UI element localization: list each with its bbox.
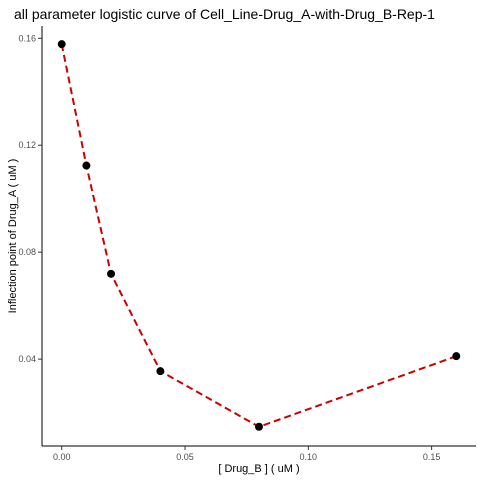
series-line [60,44,457,428]
data-point [82,161,91,170]
data-point [255,422,263,431]
x-tick-label: 0.15 [423,452,441,462]
series-group [57,40,461,431]
x-axis-title: [ Drug_B ] ( uM ) [218,463,299,475]
y-tick-label: 0.12 [18,140,36,150]
x-axis-ticks: 0.00 0.05 0.10 0.15 [53,446,440,462]
x-tick-label: 0.10 [300,452,318,462]
x-tick-label: 0.05 [176,452,194,462]
data-point [107,269,116,278]
data-point [452,352,461,361]
y-axis-ticks: 0.04 0.08 0.12 0.16 [18,33,42,364]
chart-title: all parameter logistic curve of Cell_Lin… [14,6,435,22]
data-point [156,367,165,376]
plot-area [41,26,476,447]
y-axis-title: Inflection point of Drug_A ( uM ) [7,159,19,314]
x-tick-label: 0.00 [53,452,71,462]
y-tick-label: 0.08 [18,247,36,257]
data-point [57,40,66,49]
y-tick-label: 0.04 [18,354,36,364]
y-tick-label: 0.16 [18,33,36,43]
